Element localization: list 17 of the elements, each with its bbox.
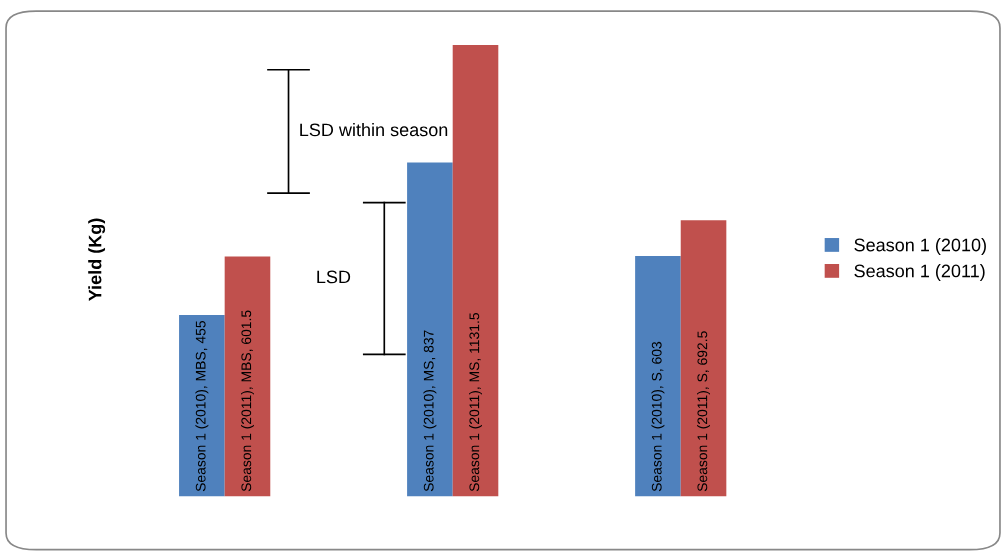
- bar: [224, 256, 271, 497]
- annotation: LSD within season: [300, 122, 448, 137]
- legend-label: Season 1 (2010): [854, 238, 986, 255]
- data-label: Season 1 (2010), MS, 837: [423, 330, 437, 492]
- data-label: Season 1 (2010), S, 603: [651, 341, 665, 492]
- bar: [680, 220, 727, 497]
- annotation: LSD: [317, 270, 351, 284]
- bar: [635, 255, 681, 497]
- data-label: Season 1 (2011), S, 692.5: [697, 331, 710, 492]
- y-axis-title: Yield (Kg): [88, 218, 106, 301]
- data-label: Season 1 (2010), MBS, 455: [195, 321, 209, 492]
- legend-label: Season 1 (2011): [854, 264, 985, 281]
- bar: [452, 44, 499, 497]
- data-label: Season 1 (2011), MS, 1131.5: [469, 313, 482, 492]
- bar: [407, 162, 453, 497]
- data-label: Season 1 (2011), MBS, 601.5: [241, 310, 254, 492]
- bar: [179, 314, 225, 497]
